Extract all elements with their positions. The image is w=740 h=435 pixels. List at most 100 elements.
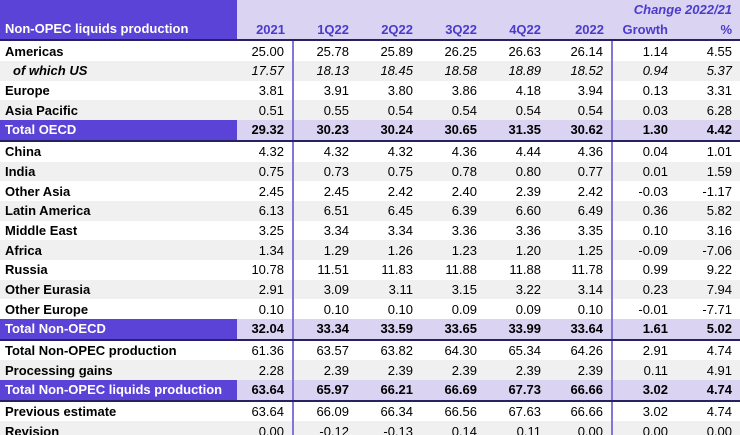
value-cell: 26.63 — [508, 43, 541, 59]
value-cell: 67.73 — [485, 380, 549, 402]
value-cell: -7.06 — [676, 240, 740, 260]
value-cell: 29.32 — [237, 120, 294, 142]
column-header-2q22: 2Q22 — [357, 19, 421, 42]
row-previous-estimate: Previous estimate 63.64 66.09 66.34 66.5… — [0, 400, 740, 422]
row-americas: Americas 25.00 25.78 25.89 26.25 26.63 2… — [0, 40, 740, 62]
value-cell: 0.75 — [357, 161, 421, 182]
value-cell: 11.78 — [549, 259, 613, 280]
value-cell: 2.39 — [357, 360, 421, 381]
value-cell: 0.78 — [421, 161, 485, 182]
value-cell: 66.34 — [380, 404, 413, 420]
row-label: Europe — [5, 83, 50, 99]
value-cell: 0.75 — [237, 161, 294, 182]
value-cell: 0.54 — [357, 100, 421, 121]
value-cell: 5.02 — [676, 319, 740, 341]
value-cell: 3.36 — [515, 222, 541, 238]
row-label: China — [5, 144, 42, 160]
value-cell: -0.13 — [357, 421, 421, 435]
row-other-europe: Other Europe 0.10 0.10 0.10 0.09 0.09 0.… — [0, 299, 740, 319]
value-cell: 4.44 — [515, 144, 541, 160]
value-cell: 10.78 — [237, 259, 294, 280]
row-label: Total Non-OPEC liquids production — [0, 380, 237, 402]
column-header-3q22: 3Q22 — [421, 19, 485, 42]
table-title: Non-OPEC liquids production — [0, 0, 237, 42]
value-cell: 4.74 — [676, 380, 740, 402]
value-cell: 3.86 — [451, 83, 477, 99]
value-cell: -1.17 — [702, 183, 733, 199]
value-cell: 1.25 — [549, 240, 613, 260]
value-cell: 6.60 — [485, 200, 549, 221]
value-cell: 3.81 — [237, 80, 294, 101]
column-header-row: 2021 1Q22 2Q22 3Q22 4Q22 2022 Growth % — [0, 19, 740, 42]
value-cell: 4.32 — [323, 144, 349, 160]
value-cell: 3.22 — [485, 279, 549, 300]
change-header-row: Non-OPEC liquids production Change 2022/… — [0, 0, 740, 42]
value-cell: 0.04 — [642, 144, 668, 160]
value-cell: 26.25 — [444, 43, 477, 59]
value-cell: 4.74 — [706, 404, 733, 420]
value-cell: 30.24 — [357, 120, 421, 142]
value-cell: 4.36 — [549, 140, 613, 162]
row-revision: Revision 0.00 -0.12 -0.13 0.14 0.11 0.00… — [0, 421, 740, 435]
change-period-header: Change 2022/21 — [237, 0, 740, 20]
value-cell: 2.91 — [237, 279, 294, 300]
value-cell: -0.09 — [612, 240, 676, 260]
value-cell: 0.11 — [485, 421, 549, 435]
value-cell: 0.73 — [293, 161, 357, 182]
value-cell: 4.36 — [451, 144, 477, 160]
row-label: Asia Pacific — [0, 100, 237, 121]
value-cell: 3.94 — [549, 80, 613, 101]
value-cell: 66.56 — [444, 404, 477, 420]
value-cell: 0.14 — [421, 421, 485, 435]
row-russia: Russia 10.78 11.51 11.83 11.88 11.88 11.… — [0, 259, 740, 280]
value-cell: 18.52 — [549, 61, 613, 81]
value-cell: 0.10 — [387, 301, 413, 317]
value-cell: 18.58 — [421, 61, 485, 81]
value-cell: 0.54 — [549, 100, 613, 121]
value-cell: 3.11 — [357, 279, 421, 300]
value-cell: 25.00 — [237, 40, 294, 62]
value-cell: 61.36 — [237, 339, 294, 361]
column-header-2021: 2021 — [237, 19, 293, 42]
value-cell: 0.01 — [612, 161, 676, 182]
value-cell: 1.01 — [706, 144, 733, 160]
value-cell: 4.32 — [237, 140, 294, 162]
value-cell: 0.99 — [642, 262, 668, 278]
value-cell: 0.09 — [515, 301, 541, 317]
value-cell: 32.04 — [237, 319, 294, 341]
column-header-4q22: 4Q22 — [485, 19, 549, 42]
row-total-non-opec-liquids-production: Total Non-OPEC liquids production 63.64 … — [0, 380, 740, 402]
row-label: Africa — [0, 240, 237, 260]
value-cell: 5.82 — [676, 200, 740, 221]
value-cell: 66.09 — [316, 404, 349, 420]
value-cell: 2.39 — [515, 183, 541, 199]
value-cell: 0.80 — [485, 161, 549, 182]
value-cell: 63.57 — [316, 343, 349, 359]
value-cell: 0.03 — [612, 100, 676, 121]
value-cell: 0.09 — [451, 301, 477, 317]
value-cell: 11.88 — [509, 262, 541, 278]
value-cell: 0.00 — [237, 421, 294, 435]
value-cell: 6.45 — [357, 200, 421, 221]
value-cell: 0.36 — [612, 200, 676, 221]
row-label: Russia — [5, 262, 48, 278]
value-cell: 0.13 — [642, 83, 668, 99]
value-cell: 1.30 — [612, 120, 676, 142]
row-label: Total Non-OECD — [0, 319, 237, 341]
row-label: Total Non-OPEC production — [5, 343, 177, 359]
column-header-1q22: 1Q22 — [293, 19, 357, 42]
value-cell: 3.09 — [293, 279, 357, 300]
row-other-asia: Other Asia 2.45 2.45 2.42 2.40 2.39 2.42… — [0, 181, 740, 201]
value-cell: 0.54 — [421, 100, 485, 121]
row-label: India — [0, 161, 237, 182]
value-cell: -7.71 — [702, 301, 733, 317]
value-cell: 3.16 — [706, 222, 733, 238]
value-cell: 66.21 — [357, 380, 421, 402]
value-cell: 1.61 — [612, 319, 676, 341]
value-cell: 31.35 — [485, 120, 549, 142]
row-label: Other Europe — [5, 301, 89, 317]
value-cell: 4.32 — [387, 144, 413, 160]
value-cell: 25.78 — [316, 43, 349, 59]
value-cell: 7.94 — [676, 279, 740, 300]
